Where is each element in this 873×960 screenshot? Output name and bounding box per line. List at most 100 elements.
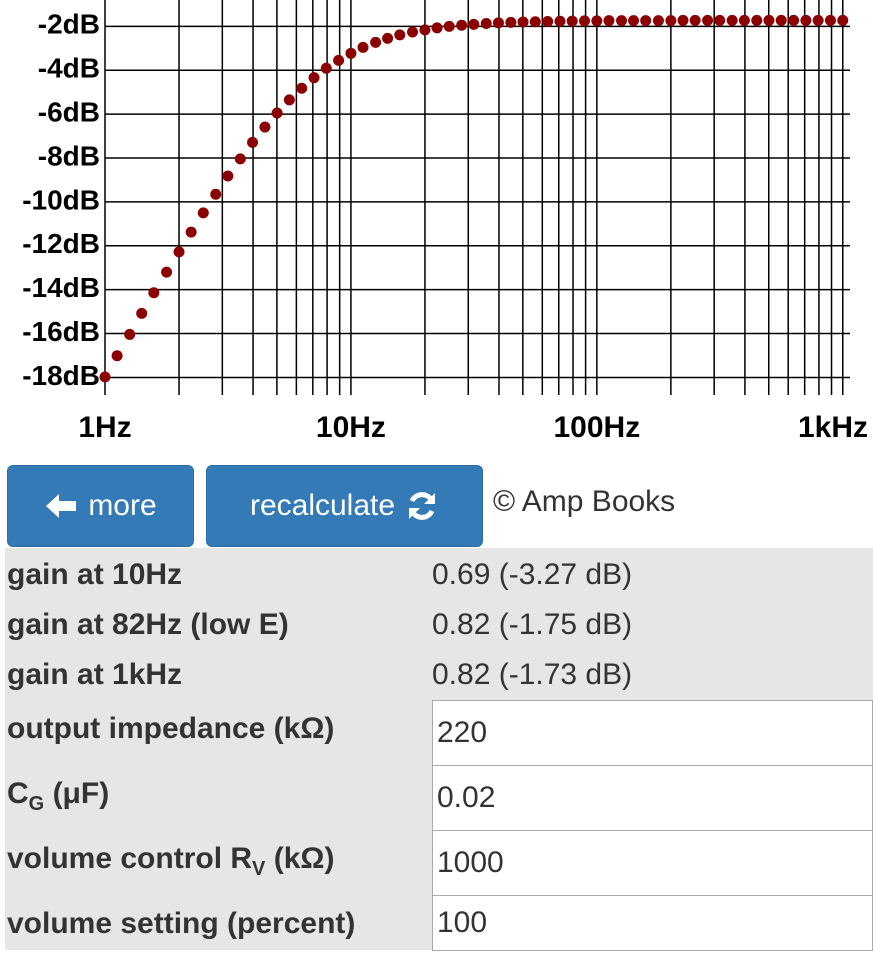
result-value: 0.82 (-1.73 dB)	[432, 658, 633, 691]
point	[480, 17, 492, 29]
y-tick-label: -12dB	[22, 228, 100, 259]
point	[394, 29, 406, 41]
more-button[interactable]: more	[7, 465, 194, 547]
point	[738, 14, 750, 26]
input-row: output impedance (kΩ) 220	[5, 700, 873, 766]
point	[837, 14, 849, 26]
chart: -18dB -16dB -14dB -12dB -10dB -8dB -6dB -4dB -2d…	[22, 0, 868, 444]
input-field[interactable]: 100	[432, 895, 873, 951]
point	[591, 15, 603, 27]
result-label: gain at 1kHz	[7, 658, 183, 691]
point	[161, 266, 173, 278]
point	[812, 14, 824, 26]
input-field[interactable]: 1000	[432, 830, 873, 896]
point	[320, 62, 332, 74]
point	[443, 20, 455, 32]
point	[603, 15, 615, 27]
point	[197, 207, 209, 219]
y-tick-label: -10dB	[22, 184, 100, 215]
point	[456, 19, 468, 31]
input-row: CG (μF) 0.02	[5, 765, 873, 831]
label-suffix: (μF)	[44, 777, 110, 810]
result-row: gain at 10Hz 0.69 (-3.27 dB)	[5, 558, 873, 608]
label-suffix: (kΩ)	[265, 842, 335, 875]
point	[124, 328, 136, 340]
point	[283, 94, 295, 106]
point	[99, 371, 111, 383]
input-row: volume setting (percent) 100	[5, 895, 873, 960]
refresh-icon	[409, 492, 436, 520]
label-text: C	[7, 777, 29, 810]
result-row: gain at 82Hz (low E) 0.82 (-1.75 dB)	[5, 608, 873, 658]
point	[775, 14, 787, 26]
x-tick-label: 100Hz	[553, 411, 640, 444]
result-value: 0.82 (-1.75 dB)	[432, 608, 633, 641]
y-tick-label: -2dB	[38, 9, 100, 40]
results-panel: gain at 10Hz 0.69 (-3.27 dB) gain at 82Hz …	[5, 548, 873, 951]
point	[407, 26, 419, 38]
point	[333, 54, 345, 66]
result-label: gain at 10Hz	[7, 558, 183, 591]
input-label: volume control RV (kΩ)	[7, 842, 334, 881]
arrow-icon	[46, 494, 77, 518]
label-text: output impedance (kΩ)	[7, 712, 335, 745]
result-value: 0.69 (-3.27 dB)	[432, 558, 633, 591]
point	[468, 18, 480, 30]
point	[136, 307, 148, 319]
point	[788, 14, 800, 26]
point	[308, 72, 320, 84]
x-tick-label: 1Hz	[78, 411, 131, 444]
recalculate-button[interactable]: recalculate	[206, 465, 483, 547]
y-tick-label: -18dB	[22, 360, 100, 391]
point	[296, 82, 308, 94]
recalculate-label: recalculate	[249, 489, 396, 522]
point	[726, 14, 738, 26]
point	[357, 41, 369, 53]
input-label: output impedance (kΩ)	[7, 712, 334, 746]
y-tick-label: -8dB	[38, 140, 100, 171]
point	[382, 32, 394, 44]
result-row: gain at 1kHz 0.82 (-1.73 dB)	[5, 658, 873, 708]
x-tick-label: 10Hz	[316, 411, 386, 444]
point	[714, 14, 726, 26]
point	[628, 15, 640, 27]
input-field[interactable]: 0.02	[432, 765, 873, 831]
point	[210, 188, 222, 200]
point	[763, 14, 775, 26]
point	[616, 15, 628, 27]
input-row: volume control RV (kΩ) 1000	[5, 830, 873, 896]
point	[702, 14, 714, 26]
label-text: volume setting (percent)	[7, 907, 356, 940]
y-tick-label: -6dB	[38, 97, 100, 128]
point	[566, 15, 578, 27]
y-tick-label: -16dB	[22, 316, 100, 347]
point	[800, 14, 812, 26]
label-text: volume control R	[7, 842, 253, 875]
y-tick-label: -4dB	[38, 53, 100, 84]
point	[247, 136, 259, 148]
input-field[interactable]: 220	[432, 700, 873, 766]
input-label: volume setting (percent)	[7, 907, 355, 941]
point	[419, 24, 431, 36]
label-subscript: G	[28, 793, 45, 815]
point	[824, 14, 836, 26]
point	[579, 15, 591, 27]
x-tick-label: 1kHz	[798, 411, 868, 444]
point	[554, 15, 566, 27]
point	[370, 36, 382, 48]
more-label: more	[88, 489, 157, 522]
label-subscript: V	[252, 858, 266, 880]
point	[185, 226, 197, 238]
result-label: gain at 82Hz (low E)	[7, 608, 289, 641]
point	[505, 16, 517, 28]
point	[665, 15, 677, 27]
point	[529, 16, 541, 28]
point	[222, 170, 234, 182]
point	[751, 14, 763, 26]
point	[677, 14, 689, 26]
point	[111, 350, 123, 362]
copyright: © Amp Books	[493, 485, 676, 518]
point	[345, 47, 357, 59]
point	[517, 16, 529, 28]
